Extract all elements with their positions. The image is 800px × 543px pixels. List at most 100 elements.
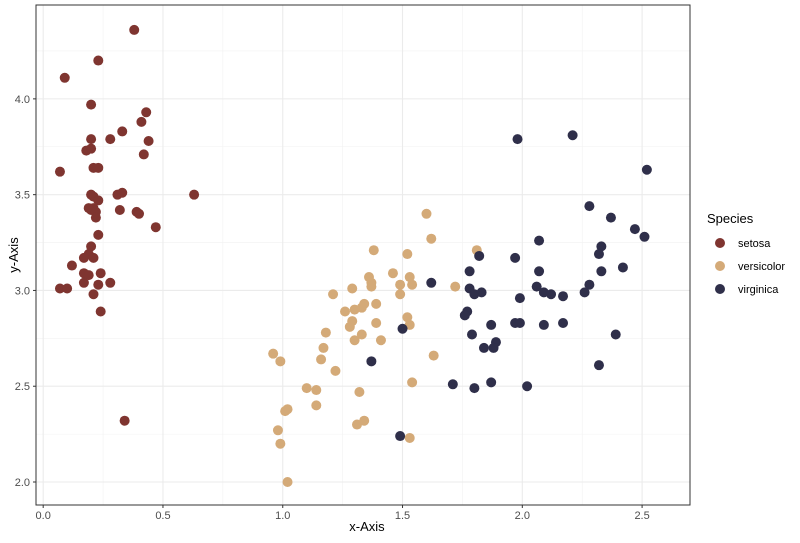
point-virginica (593, 249, 604, 260)
point-setosa (78, 277, 89, 288)
point-virginica (538, 319, 549, 330)
legend-label-versicolor: versicolor (738, 261, 785, 273)
point-setosa (93, 55, 104, 66)
point-versicolor (407, 377, 418, 388)
x-tick-label: 0.0 (36, 510, 51, 522)
point-setosa (93, 279, 104, 290)
y-tick-label: 3.5 (15, 190, 30, 202)
point-virginica (641, 164, 652, 175)
point-virginica (397, 323, 408, 334)
x-axis-ticks: 0.0 0.5 1.0 1.5 2.0 2.5 (36, 505, 650, 522)
legend: Species setosa versicolor virginica (707, 211, 785, 296)
point-virginica (488, 342, 499, 353)
point-virginica (514, 318, 525, 329)
y-tick-label: 2.0 (15, 477, 30, 489)
point-versicolor (301, 383, 312, 394)
point-virginica (534, 235, 545, 246)
legend-label-setosa: setosa (738, 238, 771, 250)
y-axis-ticks: 2.0 2.5 3.0 3.5 4.0 (15, 94, 36, 489)
point-versicolor (366, 281, 377, 292)
point-virginica (469, 383, 480, 394)
legend-label-virginica: virginica (738, 284, 779, 296)
point-virginica (531, 281, 542, 292)
point-setosa (119, 415, 130, 426)
point-virginica (512, 134, 523, 145)
y-tick-label: 4.0 (15, 94, 30, 106)
point-setosa (105, 134, 116, 145)
legend-title: Species (707, 211, 754, 226)
point-setosa (59, 72, 70, 83)
point-virginica (514, 293, 525, 304)
x-tick-label: 2.5 (634, 510, 649, 522)
y-tick-label: 2.5 (15, 381, 30, 393)
point-versicolor (368, 245, 379, 256)
point-versicolor (347, 283, 358, 294)
point-virginica (476, 287, 487, 298)
point-versicolor (404, 432, 415, 443)
point-versicolor (275, 356, 286, 367)
point-versicolor (407, 279, 418, 290)
point-versicolor (268, 348, 279, 359)
point-setosa (86, 241, 97, 252)
x-tick-label: 1.0 (275, 510, 290, 522)
point-virginica (486, 319, 497, 330)
point-setosa (138, 149, 149, 160)
point-virginica (459, 310, 470, 321)
point-versicolor (311, 400, 322, 411)
point-setosa (78, 252, 89, 263)
point-versicolor (349, 335, 360, 346)
grid (36, 5, 690, 505)
x-tick-label: 2.0 (515, 510, 530, 522)
point-versicolor (402, 249, 413, 260)
x-tick-label: 0.5 (155, 510, 170, 522)
legend-key-virginica (715, 284, 725, 294)
point-versicolor (371, 298, 382, 309)
point-versicolor (275, 438, 286, 449)
point-versicolor (426, 233, 437, 244)
point-versicolor (404, 272, 415, 283)
point-setosa (86, 99, 97, 110)
point-virginica (610, 329, 621, 340)
point-virginica (584, 279, 595, 290)
point-virginica (596, 241, 607, 252)
point-versicolor (395, 279, 406, 290)
point-virginica (486, 377, 497, 388)
point-virginica (534, 266, 545, 277)
x-tick-label: 1.5 (395, 510, 410, 522)
point-versicolor (316, 354, 327, 365)
point-setosa (86, 134, 97, 145)
point-virginica (464, 266, 475, 277)
points (54, 24, 652, 488)
point-versicolor (375, 335, 386, 346)
point-virginica (510, 252, 521, 263)
point-virginica (558, 291, 569, 302)
point-versicolor (282, 477, 293, 488)
point-virginica (395, 431, 406, 442)
point-versicolor (356, 302, 367, 313)
point-setosa (88, 289, 99, 300)
point-virginica (558, 318, 569, 329)
point-versicolor (428, 350, 439, 361)
point-setosa (93, 162, 104, 173)
point-setosa (66, 260, 77, 271)
point-setosa (54, 166, 65, 177)
point-versicolor (344, 321, 355, 332)
point-versicolor (387, 268, 398, 279)
legend-key-versicolor (715, 261, 725, 271)
point-virginica (579, 287, 590, 298)
point-versicolor (450, 281, 461, 292)
point-versicolor (402, 312, 413, 323)
point-setosa (83, 270, 94, 281)
point-setosa (90, 212, 101, 223)
point-setosa (62, 283, 73, 294)
point-versicolor (371, 318, 382, 329)
point-setosa (114, 204, 125, 215)
point-virginica (629, 224, 640, 235)
point-versicolor (354, 386, 365, 397)
point-setosa (189, 189, 200, 200)
legend-key-setosa (715, 238, 725, 248)
point-setosa (143, 136, 154, 147)
point-setosa (105, 277, 116, 288)
point-versicolor (352, 419, 363, 430)
